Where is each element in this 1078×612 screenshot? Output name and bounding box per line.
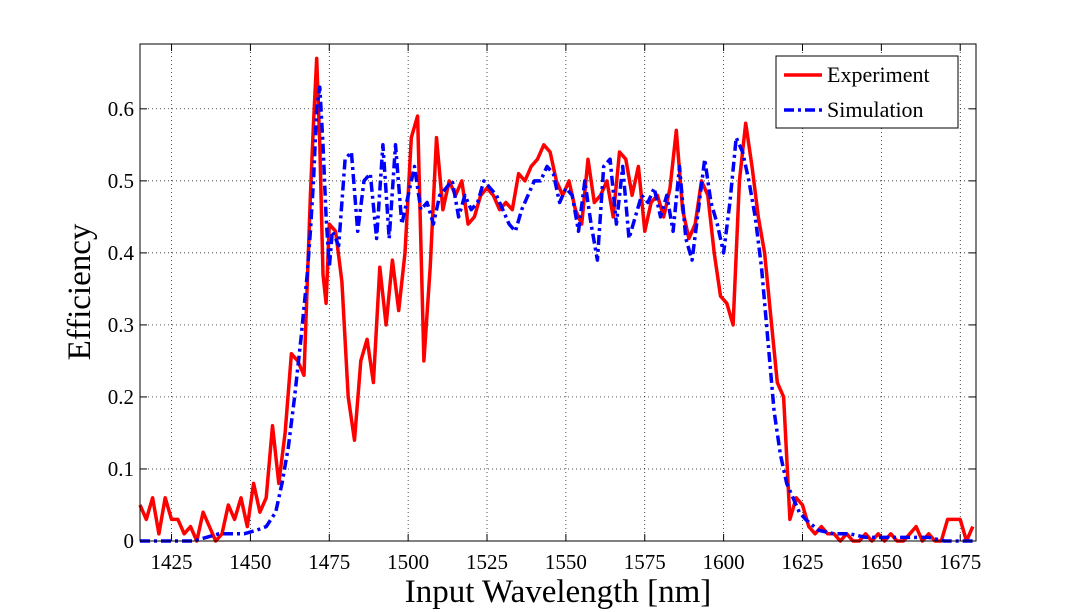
y-tick-label: 0.5 — [108, 169, 134, 193]
plot-frame — [139, 43, 977, 542]
tick-marks — [140, 44, 976, 542]
y-axis-label: Efficiency — [62, 223, 98, 360]
y-tick-label: 0.3 — [108, 313, 134, 337]
y-tick-label: 0.6 — [108, 97, 134, 121]
legend: Experiment Simulation — [775, 55, 959, 129]
x-tick-label: 1475 — [308, 550, 350, 574]
x-tick-label: 1575 — [624, 550, 666, 574]
x-tick-label: 1425 — [151, 550, 193, 574]
series-simulation-line — [140, 85, 976, 543]
legend-experiment-label: Experiment — [827, 62, 930, 87]
x-tick-label: 1450 — [229, 550, 271, 574]
y-tick-label: 0.4 — [108, 241, 135, 265]
y-tick-label: 0.2 — [108, 385, 134, 409]
legend-simulation-label: Simulation — [827, 97, 924, 122]
y-tick-label: 0 — [124, 529, 135, 553]
x-tick-label: 1500 — [387, 550, 429, 574]
x-axis-label: Input Wavelength [nm] — [405, 574, 712, 610]
tick-labels: 1425 1450 1475 1500 1525 1550 1575 1600 1625 1650… — [108, 97, 981, 574]
x-tick-label: 1525 — [466, 550, 508, 574]
x-tick-label: 1625 — [781, 550, 823, 574]
x-tick-label: 1550 — [545, 550, 587, 574]
x-tick-label: 1600 — [703, 550, 745, 574]
x-tick-label: 1650 — [860, 550, 902, 574]
legend-box — [775, 55, 959, 129]
x-tick-label: 1675 — [939, 550, 981, 574]
y-tick-label: 0.1 — [108, 457, 134, 481]
series-layer — [138, 56, 976, 543]
